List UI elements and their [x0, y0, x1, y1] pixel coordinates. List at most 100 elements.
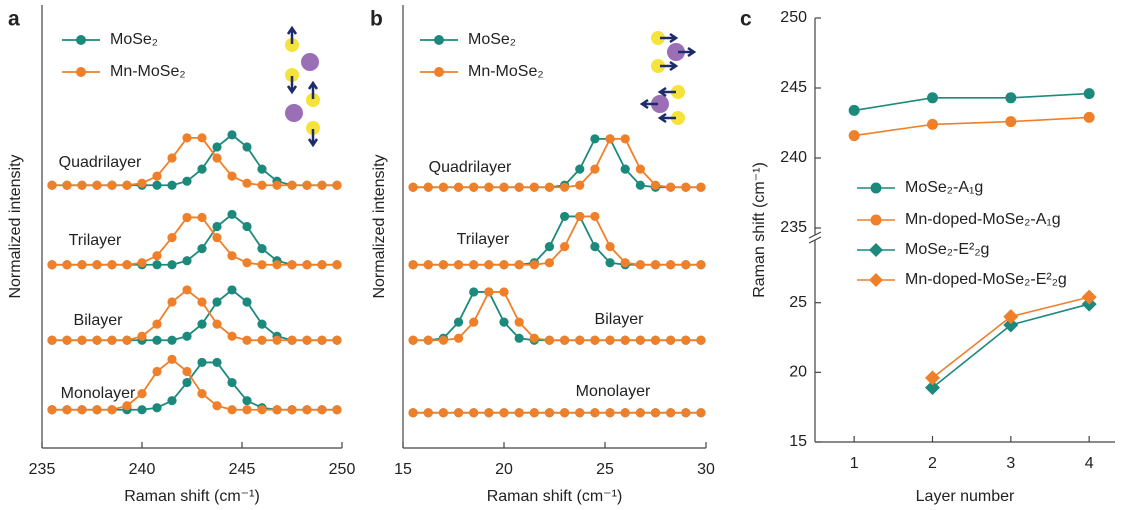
data-point: [650, 408, 661, 418]
data-point: [167, 260, 177, 270]
data-point: [499, 260, 509, 270]
trace-label: Bilayer: [595, 311, 645, 328]
panel-label: c: [740, 8, 752, 31]
data-point: [499, 408, 509, 418]
data-point: [92, 260, 102, 270]
y-axis-label: Raman shift (cm⁻¹): [751, 162, 768, 298]
data-point: [1005, 92, 1017, 104]
data-point: [182, 366, 192, 377]
data-point: [453, 260, 464, 270]
x-tick-label: 15: [394, 461, 412, 478]
data-point: [469, 408, 479, 418]
data-point: [272, 405, 282, 415]
data-point: [423, 408, 433, 418]
data-point: [107, 405, 117, 415]
data-point: [152, 180, 162, 190]
x-tick-label: 235: [29, 461, 56, 478]
x-tick-label: 245: [229, 461, 256, 478]
data-point: [197, 297, 207, 307]
data-point: [182, 176, 192, 186]
data-point: [423, 260, 433, 270]
data-point: [575, 335, 585, 345]
axis-break: [808, 231, 822, 239]
data-point: [499, 182, 509, 192]
data-point: [590, 134, 600, 144]
data-point: [666, 335, 676, 345]
data-point: [77, 335, 87, 345]
legend-marker: [870, 182, 882, 194]
data-point: [137, 258, 147, 268]
data-point: [167, 232, 177, 243]
data-point: [453, 408, 464, 418]
legend-marker: [869, 273, 883, 287]
data-point: [469, 260, 479, 270]
data-point: [408, 260, 418, 270]
data-point: [529, 182, 539, 192]
vibration-icon-b: [639, 31, 697, 125]
data-point: [152, 251, 162, 261]
data-point: [242, 258, 252, 268]
data-point: [499, 287, 509, 297]
data-point: [620, 408, 630, 418]
x-tick-label: 240: [129, 461, 156, 478]
data-point: [848, 130, 860, 142]
data-point: [242, 297, 252, 307]
data-point: [287, 405, 297, 415]
data-point: [605, 258, 615, 268]
y-tick-label: 245: [780, 79, 807, 96]
data-point: [212, 142, 222, 152]
data-point: [924, 380, 940, 396]
data-point: [605, 408, 615, 418]
data-point: [47, 180, 57, 190]
data-point: [544, 182, 555, 192]
data-point: [544, 258, 555, 268]
data-point: [332, 180, 342, 190]
data-point: [212, 297, 222, 307]
data-point: [287, 260, 297, 270]
data-point: [257, 319, 267, 329]
legend-marker: [76, 35, 86, 45]
data-point: [242, 405, 252, 415]
data-point: [257, 164, 267, 174]
vibration-icon-a: [285, 25, 320, 148]
data-point: [62, 335, 72, 345]
data-point: [544, 408, 555, 418]
data-point: [332, 405, 342, 415]
data-point: [242, 396, 252, 406]
data-point: [227, 171, 237, 181]
data-point: [212, 221, 222, 232]
data-point: [590, 164, 600, 174]
data-point: [182, 331, 192, 341]
data-point: [681, 260, 691, 270]
data-point: [650, 180, 661, 190]
data-point: [197, 244, 207, 254]
data-point: [1003, 317, 1019, 333]
data-point: [137, 389, 147, 399]
data-point: [453, 317, 464, 327]
legend-label: Mn-MoSe₂: [110, 63, 186, 80]
series-line: [854, 116, 1090, 137]
data-point: [681, 182, 691, 192]
y-tick-label: 25: [789, 294, 807, 311]
data-point: [47, 260, 57, 270]
x-axis-label: Layer number: [916, 488, 1015, 505]
data-point: [317, 405, 327, 415]
data-point: [62, 260, 72, 270]
data-point: [1081, 289, 1097, 305]
data-point: [590, 335, 600, 345]
data-point: [152, 319, 162, 329]
data-point: [635, 335, 645, 345]
data-point: [92, 335, 102, 345]
data-point: [926, 92, 938, 104]
data-point: [122, 401, 132, 411]
data-point: [302, 260, 312, 270]
data-point: [107, 260, 117, 270]
data-point: [514, 408, 524, 418]
data-point: [408, 182, 418, 192]
data-point: [122, 260, 132, 270]
x-tick-label: 250: [329, 461, 356, 478]
data-point: [242, 335, 252, 345]
data-point: [317, 335, 327, 345]
data-point: [696, 335, 706, 345]
